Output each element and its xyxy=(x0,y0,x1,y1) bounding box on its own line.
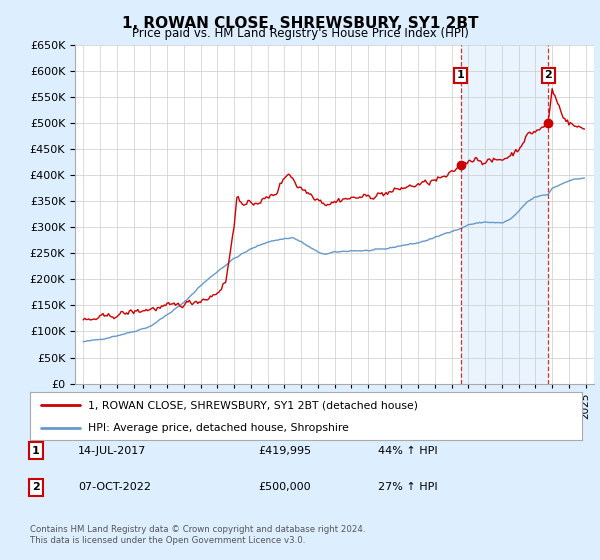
Text: 27% ↑ HPI: 27% ↑ HPI xyxy=(378,482,437,492)
Bar xyxy=(461,45,548,384)
Text: 1: 1 xyxy=(32,446,40,456)
Text: Contains HM Land Registry data © Crown copyright and database right 2024.
This d: Contains HM Land Registry data © Crown c… xyxy=(30,525,365,545)
Text: 2: 2 xyxy=(32,482,40,492)
Text: 44% ↑ HPI: 44% ↑ HPI xyxy=(378,446,437,456)
Text: 1, ROWAN CLOSE, SHREWSBURY, SY1 2BT: 1, ROWAN CLOSE, SHREWSBURY, SY1 2BT xyxy=(122,16,478,31)
Text: £500,000: £500,000 xyxy=(258,482,311,492)
Text: Price paid vs. HM Land Registry's House Price Index (HPI): Price paid vs. HM Land Registry's House … xyxy=(131,27,469,40)
Text: 1, ROWAN CLOSE, SHREWSBURY, SY1 2BT (detached house): 1, ROWAN CLOSE, SHREWSBURY, SY1 2BT (det… xyxy=(88,400,418,410)
Text: 1: 1 xyxy=(457,71,464,80)
Text: 07-OCT-2022: 07-OCT-2022 xyxy=(78,482,151,492)
Text: £419,995: £419,995 xyxy=(258,446,311,456)
Text: 2: 2 xyxy=(544,71,552,80)
Text: 14-JUL-2017: 14-JUL-2017 xyxy=(78,446,146,456)
Text: HPI: Average price, detached house, Shropshire: HPI: Average price, detached house, Shro… xyxy=(88,423,349,433)
